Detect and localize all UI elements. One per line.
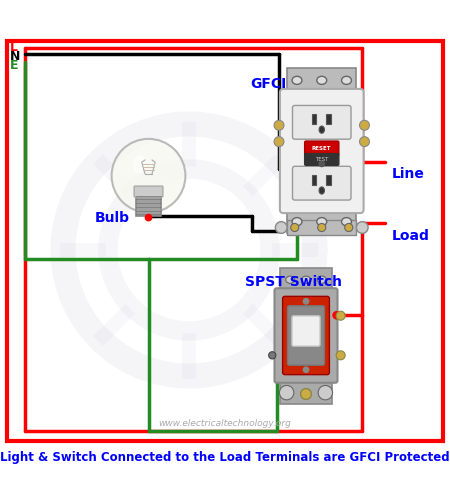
FancyBboxPatch shape <box>274 288 338 383</box>
Text: E: E <box>10 59 18 72</box>
Circle shape <box>303 298 309 304</box>
Circle shape <box>291 224 299 232</box>
Circle shape <box>360 136 369 146</box>
Ellipse shape <box>342 76 351 84</box>
Text: Light & Switch Connected to the Load Terminals are GFCI Protected: Light & Switch Connected to the Load Ter… <box>0 452 450 464</box>
Circle shape <box>336 351 345 360</box>
FancyBboxPatch shape <box>280 268 332 290</box>
Circle shape <box>333 312 340 319</box>
Circle shape <box>269 352 276 359</box>
Circle shape <box>336 311 345 320</box>
Text: TEST: TEST <box>315 157 328 162</box>
FancyBboxPatch shape <box>312 174 316 184</box>
FancyBboxPatch shape <box>283 296 329 374</box>
FancyBboxPatch shape <box>326 114 331 124</box>
FancyBboxPatch shape <box>287 208 356 233</box>
Circle shape <box>274 136 284 146</box>
Circle shape <box>145 214 152 221</box>
Ellipse shape <box>292 76 302 84</box>
Circle shape <box>301 388 311 400</box>
Circle shape <box>360 120 369 130</box>
Text: www.electricaltechnology.org: www.electricaltechnology.org <box>158 418 292 428</box>
Ellipse shape <box>317 76 327 84</box>
FancyBboxPatch shape <box>292 166 351 200</box>
Text: SPST Switch: SPST Switch <box>245 274 342 288</box>
Text: Line: Line <box>392 166 424 180</box>
FancyBboxPatch shape <box>280 380 332 404</box>
Circle shape <box>318 224 326 232</box>
FancyBboxPatch shape <box>292 106 351 139</box>
Circle shape <box>303 367 309 372</box>
Ellipse shape <box>317 276 326 283</box>
Circle shape <box>319 161 324 166</box>
Circle shape <box>274 120 284 130</box>
FancyBboxPatch shape <box>305 154 339 166</box>
FancyBboxPatch shape <box>136 194 161 216</box>
FancyBboxPatch shape <box>287 68 356 92</box>
FancyBboxPatch shape <box>326 174 331 184</box>
Text: RESET: RESET <box>312 146 332 151</box>
Ellipse shape <box>342 218 351 226</box>
Circle shape <box>279 386 294 400</box>
Ellipse shape <box>319 187 324 194</box>
Ellipse shape <box>302 276 310 283</box>
Ellipse shape <box>317 218 327 226</box>
Text: N: N <box>10 50 20 63</box>
Text: Bulb: Bulb <box>94 212 130 226</box>
FancyBboxPatch shape <box>280 89 364 213</box>
Circle shape <box>318 386 333 400</box>
Text: Load: Load <box>392 230 429 243</box>
Text: GFCI: GFCI <box>250 76 286 90</box>
Ellipse shape <box>319 126 324 133</box>
Ellipse shape <box>292 218 302 226</box>
Circle shape <box>275 222 287 234</box>
Circle shape <box>356 222 368 234</box>
Ellipse shape <box>286 276 295 283</box>
Circle shape <box>345 224 353 232</box>
Ellipse shape <box>133 156 146 174</box>
Text: L: L <box>10 41 18 54</box>
FancyBboxPatch shape <box>134 186 163 197</box>
FancyBboxPatch shape <box>312 114 316 124</box>
Circle shape <box>112 139 185 212</box>
FancyBboxPatch shape <box>305 141 339 156</box>
FancyBboxPatch shape <box>292 316 320 346</box>
FancyBboxPatch shape <box>287 220 356 235</box>
FancyBboxPatch shape <box>288 306 324 365</box>
